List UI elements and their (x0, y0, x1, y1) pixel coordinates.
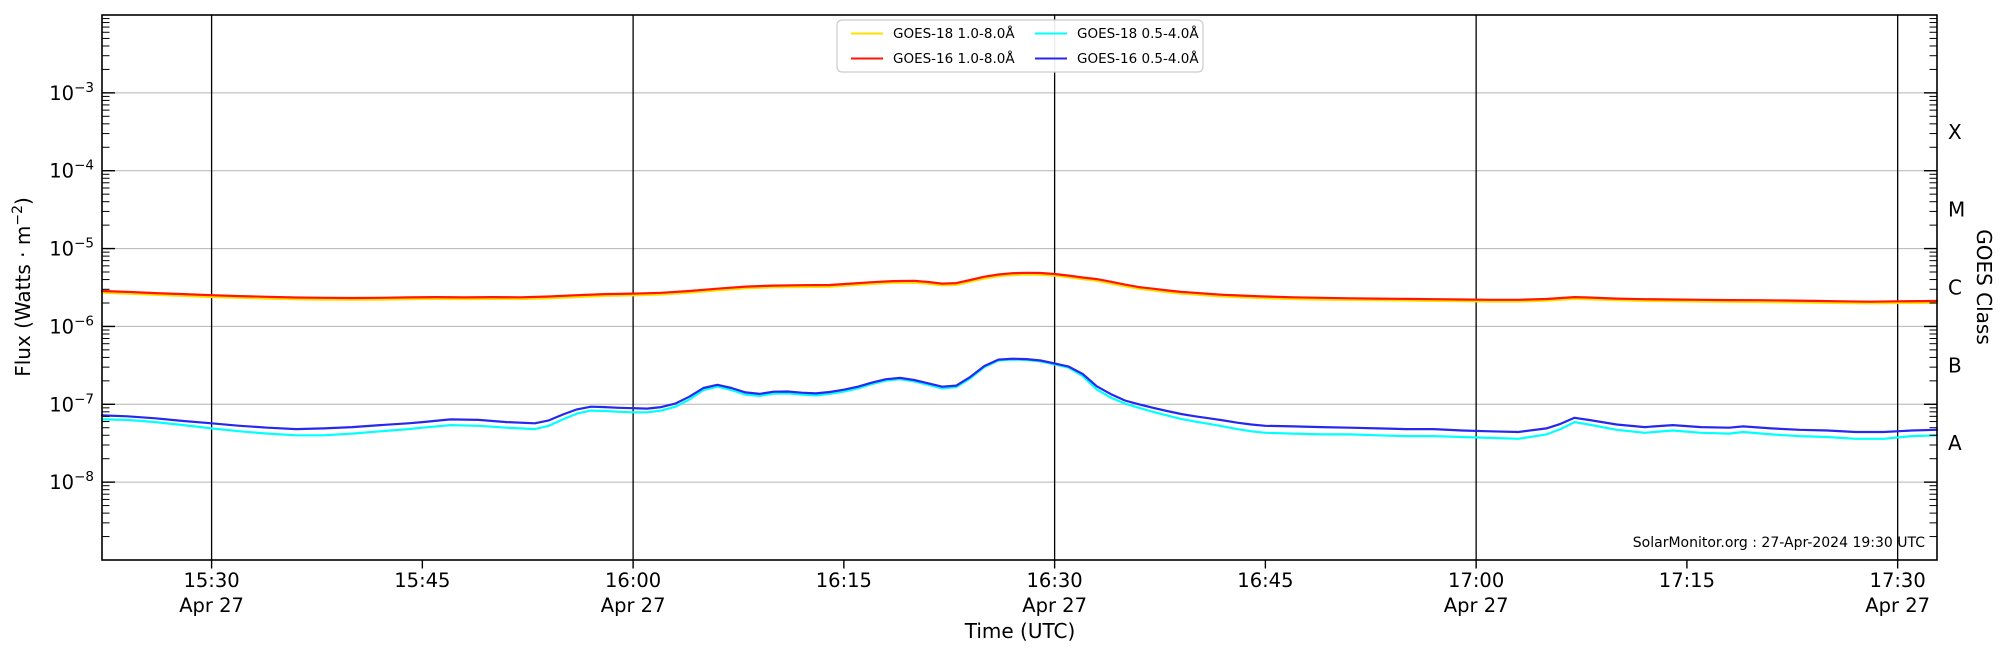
x-tick-date-label: Apr 27 (1444, 594, 1509, 617)
legend-box (836, 19, 1204, 73)
legend-item: GOES-16 0.5-4.0Å (1035, 50, 1199, 67)
flux-curve-goes16-short (100, 357, 1939, 434)
legend-item-label: GOES-16 0.5-4.0Å (1077, 50, 1199, 67)
halfhour-vlines (210, 15, 1899, 560)
x-tick-label: 17:15 (1659, 569, 1715, 592)
x-axis-label: Time (UTC) (964, 619, 1076, 643)
legend-item: GOES-18 1.0-8.0Å (851, 25, 1015, 42)
x-tick-label: 17:00 (1448, 569, 1504, 592)
legend-item-label: GOES-18 1.0-8.0Å (893, 25, 1015, 42)
plot-border (101, 14, 1938, 561)
right-axis-label: GOES Class (1972, 229, 1996, 345)
y-tick-label: 10−4 (49, 158, 94, 183)
credit-text: SolarMonitor.org : 27-Apr-2024 19:30 UTC (1633, 535, 1925, 551)
flux-curve-goes18-long (100, 273, 1939, 305)
y-tick-label: 10−3 (49, 80, 94, 105)
goes-class-label-x: X (1948, 120, 1962, 144)
legend-item-label: GOES-16 1.0-8.0Å (893, 50, 1015, 67)
y-axis-label: Flux (Watts · m−2) (10, 197, 35, 377)
y-tick-label: 10−7 (49, 391, 94, 416)
flux-curve-goes18-short (100, 358, 1939, 440)
goes-class-label-m: M (1948, 198, 1965, 222)
x-tick-date-label: Apr 27 (601, 594, 666, 617)
legend-item-label: GOES-18 0.5-4.0Å (1077, 25, 1199, 42)
x-tick-label: 17:30 (1870, 569, 1926, 592)
axis-ticks (102, 18, 1937, 569)
x-tick-label: 16:00 (605, 569, 661, 592)
y-tick-label: 10−8 (49, 469, 94, 494)
x-tick-label: 15:30 (183, 569, 239, 592)
x-tick-date-label: Apr 27 (1865, 594, 1930, 617)
y-tick-label: 10−6 (49, 313, 94, 338)
x-tick-label: 16:15 (816, 569, 872, 592)
y-tick-labels: 10−3 10−4 10−5 10−6 10−7 10−8 (49, 80, 94, 494)
goes-class-letters: X M C B A (1948, 120, 1965, 455)
x-tick-date-label: Apr 27 (179, 594, 244, 617)
goes-class-label-b: B (1948, 353, 1962, 377)
x-tick-label: 16:30 (1027, 569, 1083, 592)
plot-frame (101, 14, 1938, 561)
goes-class-label-a: A (1948, 431, 1962, 455)
goes-class-label-c: C (1948, 276, 1962, 300)
legend-item: GOES-18 0.5-4.0Å (1035, 25, 1199, 42)
x-tick-date-label: Apr 27 (1022, 594, 1087, 617)
y-tick-label: 10−5 (49, 236, 94, 261)
x-tick-label: 16:45 (1237, 569, 1293, 592)
legend-item: GOES-16 1.0-8.0Å (851, 50, 1015, 67)
flux-curves (100, 271, 1939, 440)
x-tick-label: 15:45 (394, 569, 450, 592)
gridlines (102, 92, 1937, 483)
flux-curve-goes16-long (100, 271, 1939, 303)
legend: GOES-18 1.0-8.0Å GOES-16 1.0-8.0Å GOES-1… (836, 19, 1204, 73)
